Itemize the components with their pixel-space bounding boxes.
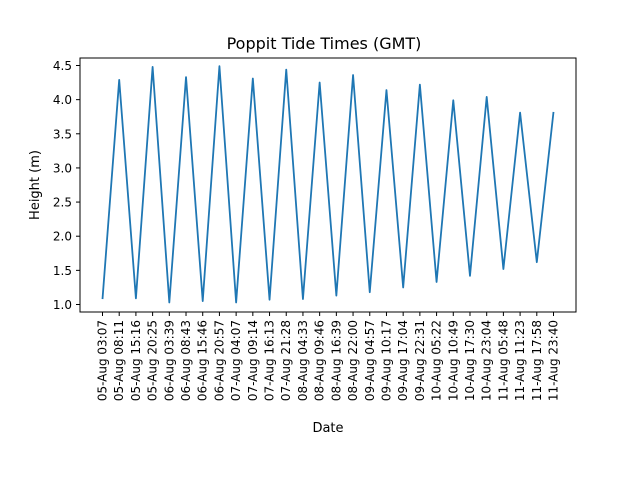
plot-frame <box>79 57 577 313</box>
x-tick-label: 08-Aug 04:33 <box>296 320 310 401</box>
y-axis: 1.0 1.5 2.0 2.5 3.0 3.5 4.0 4.5 <box>53 59 80 312</box>
x-tick-label: 09-Aug 22:31 <box>413 320 427 401</box>
x-tick-label: 11-Aug 17:58 <box>530 320 544 401</box>
y-tick-label: 1.5 <box>53 264 72 278</box>
x-tick-label: 09-Aug 17:04 <box>396 320 410 401</box>
y-axis-label: Height (m) <box>28 150 43 220</box>
x-tick-label: 10-Aug 23:04 <box>480 320 494 401</box>
x-tick-label: 10-Aug 05:22 <box>430 320 444 401</box>
x-tick-label: 06-Aug 15:46 <box>196 320 210 401</box>
x-tick-label: 08-Aug 16:39 <box>329 320 343 401</box>
x-tick-label: 11-Aug 11:23 <box>513 320 527 401</box>
chart-title: Poppit Tide Times (GMT) <box>227 34 422 53</box>
x-tick-label: 08-Aug 09:46 <box>313 320 327 401</box>
y-tick-label: 3.0 <box>53 161 72 175</box>
y-tick-label: 1.0 <box>53 298 72 312</box>
x-tick-label: 06-Aug 20:57 <box>212 320 226 401</box>
x-tick-label: 09-Aug 10:17 <box>379 320 393 401</box>
y-tick-label: 4.5 <box>53 59 72 73</box>
x-tick-label: 07-Aug 21:28 <box>279 320 293 401</box>
x-tick-label: 06-Aug 08:43 <box>179 320 193 401</box>
x-tick-label: 05-Aug 08:11 <box>112 320 126 401</box>
series-line <box>101 65 555 304</box>
x-tick-label: 07-Aug 04:07 <box>229 320 243 401</box>
x-tick-label: 07-Aug 16:13 <box>263 320 277 401</box>
x-axis: 05-Aug 03:07 05-Aug 08:11 05-Aug 15:16 05-A… <box>96 312 561 401</box>
x-tick-label: 05-Aug 20:25 <box>146 320 160 401</box>
y-tick-label: 3.5 <box>53 127 72 141</box>
x-tick-label: 10-Aug 10:49 <box>446 320 460 401</box>
x-axis-label: Date <box>312 421 343 436</box>
x-tick-label: 09-Aug 04:57 <box>363 320 377 401</box>
x-tick-label: 08-Aug 22:00 <box>346 320 360 401</box>
x-tick-label: 07-Aug 09:14 <box>246 320 260 401</box>
x-tick-label: 05-Aug 15:16 <box>129 320 143 401</box>
x-tick-label: 10-Aug 17:30 <box>463 320 477 401</box>
x-tick-label: 05-Aug 03:07 <box>96 320 110 401</box>
y-tick-label: 2.0 <box>53 230 72 244</box>
x-tick-label: 06-Aug 03:39 <box>162 320 176 401</box>
x-tick-label: 11-Aug 05:48 <box>496 320 510 401</box>
x-tick-label: 11-Aug 23:40 <box>547 320 561 401</box>
y-tick-label: 4.0 <box>53 93 72 107</box>
y-tick-label: 2.5 <box>53 196 72 210</box>
